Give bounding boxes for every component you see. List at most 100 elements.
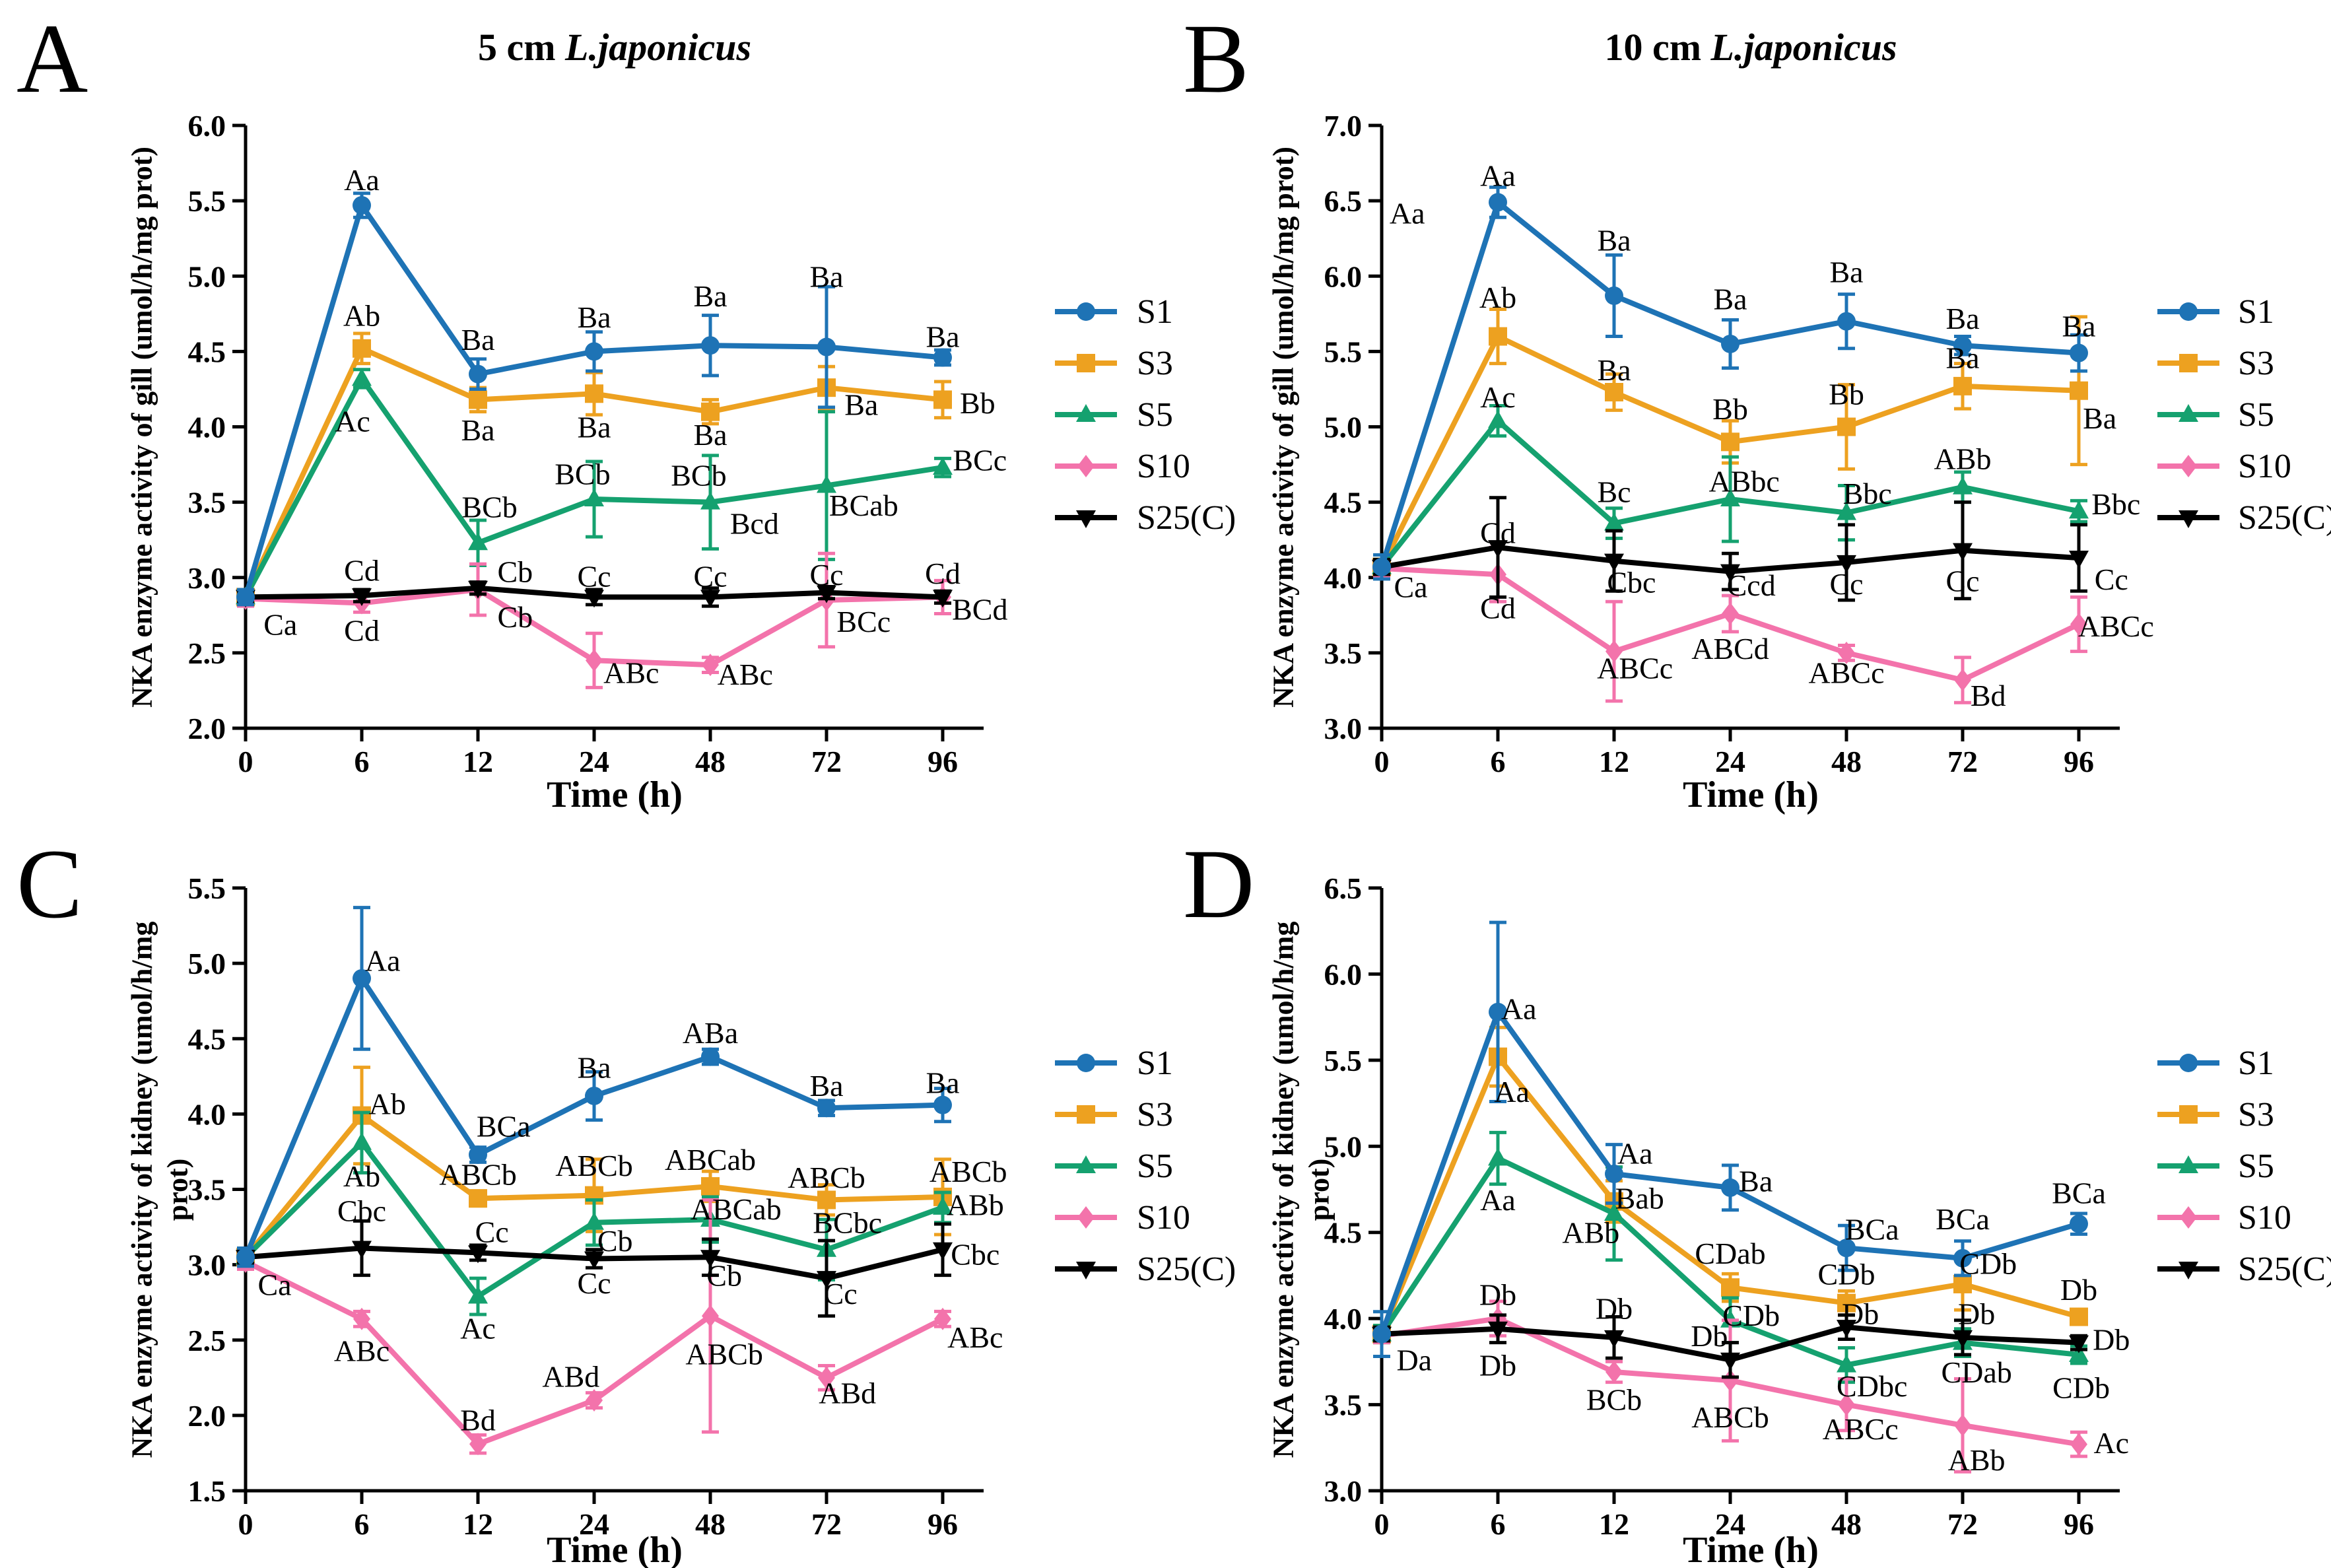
legend-marker-S25(C)-C — [1076, 1262, 1096, 1279]
significance-annotation-A: BCb — [555, 457, 610, 491]
significance-annotation-D: Db — [2093, 1322, 2130, 1356]
x-tick-label-C: 12 — [463, 1507, 493, 1541]
y-tick-label-C: 3.5 — [188, 1173, 226, 1207]
series-marker-S10-D — [1605, 1361, 1623, 1384]
significance-annotation-D: Bab — [1615, 1182, 1664, 1215]
series-marker-S1-D — [2070, 1214, 2088, 1233]
x-tick-label-A: 48 — [695, 745, 726, 778]
significance-annotation-C: ABc — [334, 1334, 389, 1368]
significance-annotation-A: Cb — [497, 600, 533, 634]
significance-annotation-A: Ba — [693, 418, 727, 452]
series-marker-S10-D — [2070, 1433, 2087, 1456]
series-marker-S25(C)-A — [817, 585, 836, 603]
series-marker-S10-B — [2070, 613, 2087, 636]
x-tick-label-B: 72 — [1947, 745, 1978, 778]
series-marker-S25(C)-A — [468, 580, 488, 599]
significance-annotation-B: ABCc — [2078, 609, 2154, 643]
legend-marker-S10-A — [1077, 455, 1095, 477]
y-tick-label-B: 7.0 — [1324, 109, 1363, 143]
significance-annotation-A: ABc — [718, 658, 773, 691]
significance-annotation-D: ABb — [1562, 1216, 1619, 1250]
significance-annotation-D: Db — [1596, 1291, 1633, 1325]
legend-marker-S5-B — [2179, 404, 2198, 422]
significance-annotation-B: Ba — [1945, 302, 1979, 335]
significance-annotation-D: CDb — [1722, 1299, 1780, 1332]
panel-b-title-species: L.japonicus — [1710, 26, 1897, 69]
significance-annotation-A: Cc — [577, 559, 611, 593]
series-marker-S25(C)-D — [1837, 1320, 1856, 1338]
significance-annotation-A: Cd — [344, 614, 380, 648]
y-tick-label-A: 4.0 — [188, 411, 226, 444]
significance-annotation-B: Aa — [1390, 196, 1425, 230]
y-tick-label-A: 3.0 — [188, 561, 226, 595]
series-marker-S5-D — [1604, 1203, 1624, 1221]
significance-annotation-C: BCa — [477, 1110, 531, 1143]
panel-a-x-axis-label: Time (h) — [547, 774, 683, 815]
legend-label-S3-A: S3 — [1137, 345, 1173, 382]
series-marker-S5-C — [584, 1211, 604, 1230]
series-marker-S3-B — [1837, 417, 1856, 436]
series-marker-S1-A — [236, 588, 255, 607]
series-marker-S25(C)-C — [817, 1271, 836, 1289]
y-tick-label-A: 2.0 — [188, 712, 226, 745]
series-marker-S5-D — [1488, 1147, 1508, 1166]
series-marker-S3-A — [933, 390, 952, 409]
significance-annotation-B: Bd — [1971, 679, 2006, 712]
legend-label-S5-D: S5 — [2238, 1147, 2274, 1185]
significance-annotation-C: Ba — [577, 1051, 611, 1085]
significance-annotation-C: Cc — [577, 1266, 611, 1300]
x-tick-label-C: 24 — [579, 1507, 609, 1541]
significance-annotation-C: ABCab — [691, 1192, 782, 1226]
series-marker-S5-A — [584, 489, 604, 507]
series-marker-S3-A — [701, 402, 720, 421]
series-marker-S5-B — [1837, 502, 1856, 520]
y-tick-label-D: 5.5 — [1324, 1044, 1363, 1077]
panel-a-title: 5 cm L.japonicus — [285, 25, 945, 69]
significance-annotation-B: Ac — [1480, 380, 1516, 414]
legend-marker-S1-A — [1077, 302, 1095, 321]
y-tick-label-B: 3.5 — [1324, 636, 1363, 670]
panel-c-y-axis-label: NKA enzyme activity of kidney (umol/h/mg… — [125, 921, 194, 1458]
series-marker-S1-C — [469, 1145, 487, 1165]
series-marker-S1-B — [1489, 193, 1507, 212]
series-marker-S3-B — [1953, 376, 1972, 395]
significance-annotation-C: ABCb — [929, 1155, 1007, 1188]
significance-annotation-C: ABCb — [788, 1161, 865, 1194]
series-marker-S5-C — [933, 1196, 953, 1215]
significance-annotation-A: Ba — [926, 320, 959, 354]
series-marker-S25(C)-A — [584, 590, 604, 608]
x-tick-label-A: 6 — [355, 745, 370, 778]
series-marker-S5-C — [468, 1285, 488, 1304]
legend-marker-S3-D — [2179, 1105, 2198, 1124]
series-marker-S25(C)-B — [1837, 555, 1856, 573]
x-tick-label-D: 0 — [1374, 1507, 1390, 1541]
significance-annotation-B: Bbc — [2091, 487, 2140, 521]
series-marker-S25(C)-D — [1953, 1330, 1973, 1348]
significance-annotation-B: Cc — [1945, 564, 1979, 597]
significance-annotation-A: Ba — [809, 259, 843, 293]
significance-annotation-B: Ccd — [1727, 568, 1776, 602]
significance-annotation-A: Cd — [344, 553, 380, 587]
x-tick-label-C: 6 — [355, 1507, 370, 1541]
legend-label-S1-A: S1 — [1137, 293, 1173, 331]
series-marker-S3-B — [1489, 327, 1507, 346]
legend-label-S5-C: S5 — [1137, 1147, 1173, 1185]
series-marker-S5-D — [1837, 1354, 1856, 1373]
panel-a-title-species: L.japonicus — [565, 26, 752, 69]
significance-annotation-C: ABCb — [439, 1158, 517, 1192]
series-marker-S10-A — [586, 649, 603, 672]
significance-annotation-A: ABc — [603, 656, 659, 690]
series-marker-S10-B — [1838, 641, 1855, 664]
series-marker-S25(C)-B — [1488, 540, 1508, 559]
legend-label-S3-C: S3 — [1137, 1096, 1173, 1134]
legend-label-S3-B: S3 — [2238, 345, 2274, 382]
series-marker-S25(C)-B — [1720, 564, 1740, 582]
series-marker-S10-A — [702, 654, 719, 677]
series-marker-S3-A — [585, 384, 603, 403]
series-marker-S3-C — [701, 1176, 720, 1196]
significance-annotation-D: Da — [1396, 1344, 1432, 1377]
y-tick-label-C: 5.5 — [188, 871, 226, 905]
significance-annotation-C: ABd — [542, 1360, 599, 1394]
significance-annotation-C: Cbc — [337, 1194, 386, 1227]
